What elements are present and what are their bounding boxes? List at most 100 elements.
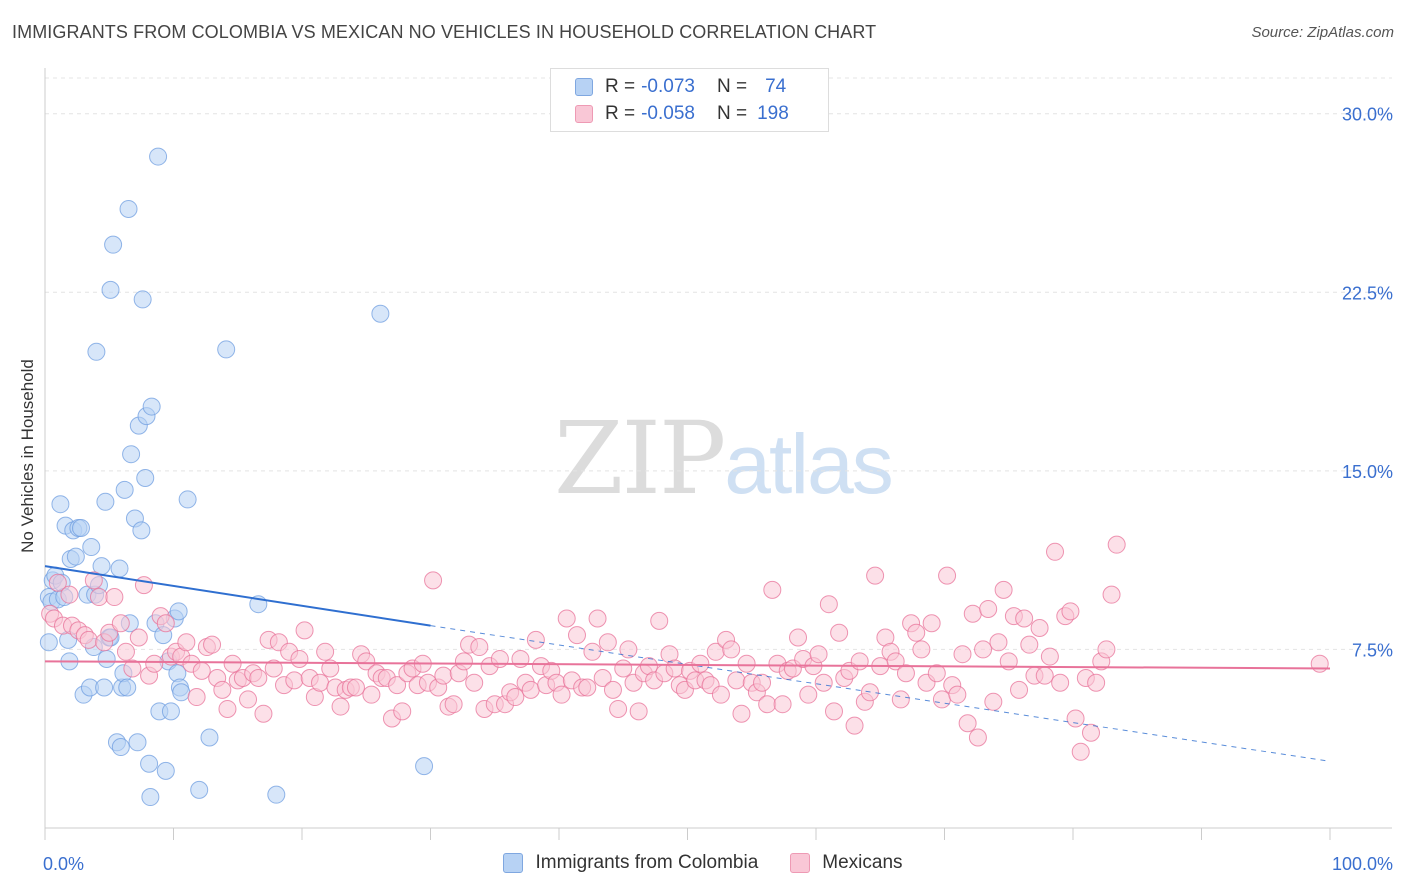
- colombia-point: [371, 304, 390, 323]
- legend-swatch-colombia: [575, 78, 593, 96]
- mexicans-point: [974, 640, 993, 659]
- mexicans-point: [254, 704, 273, 723]
- watermark: ZIPatlas: [554, 400, 894, 517]
- series-legend: Immigrants from Colombia Mexicans: [0, 852, 1406, 874]
- colombia-point: [142, 397, 161, 416]
- colombia-point: [39, 633, 58, 652]
- mexicans-point: [1046, 542, 1065, 561]
- colombia-point: [96, 492, 115, 511]
- mexicans-point: [619, 640, 638, 659]
- mexicans-point: [722, 640, 741, 659]
- mexicans-point: [203, 635, 222, 654]
- mexicans-point: [490, 649, 509, 668]
- mexicans-point: [953, 645, 972, 664]
- colombia-point: [97, 649, 116, 668]
- mexicans-point: [1066, 709, 1085, 728]
- legend-swatch-mexicans: [790, 853, 811, 873]
- mexicans-point: [789, 628, 808, 647]
- y-tick-label: 15.0%: [1342, 462, 1393, 482]
- colombia-point: [415, 757, 434, 776]
- mexicans-point: [598, 633, 617, 652]
- legend-swatch-colombia: [503, 853, 524, 873]
- colombia-point: [149, 147, 168, 166]
- mexicans-point: [948, 685, 967, 704]
- mexicans-point: [824, 702, 843, 721]
- colombia-trendline-extension: [430, 625, 1331, 762]
- y-tick-label: 22.5%: [1342, 283, 1393, 303]
- correlation-legend: R = -0.073 N = 74 R = -0.058 N = 198: [550, 68, 829, 132]
- mexicans-point: [819, 595, 838, 614]
- colombia-point: [140, 754, 159, 773]
- mexicans-point: [213, 680, 232, 699]
- colombia-point: [111, 738, 130, 757]
- colombia-point: [141, 788, 160, 807]
- mexicans-point: [552, 685, 571, 704]
- colombia-point: [87, 342, 106, 361]
- colombia-point: [217, 340, 236, 359]
- mexicans-point: [583, 642, 602, 661]
- colombia-point: [118, 678, 137, 697]
- mexicans-point: [963, 604, 982, 623]
- mexicans-point: [129, 628, 148, 647]
- mexicans-point: [290, 649, 309, 668]
- mexicans-point: [177, 633, 196, 652]
- mexicans-point: [1081, 723, 1100, 742]
- mexicans-point: [1061, 602, 1080, 621]
- source-label: Source: ZipAtlas.com: [1251, 24, 1394, 41]
- mexicans-point: [773, 695, 792, 714]
- mexicans-point: [578, 678, 597, 697]
- mexicans-point: [310, 673, 329, 692]
- mexicans-point: [357, 652, 376, 671]
- mexicans-point: [830, 623, 849, 642]
- colombia-point: [115, 480, 134, 499]
- mexicans-point: [1030, 619, 1049, 637]
- colombia-point: [190, 780, 209, 799]
- mexicans-point: [665, 659, 684, 678]
- mexicans-point: [994, 580, 1013, 599]
- mexicans-point: [603, 680, 622, 699]
- mexicans-point: [111, 614, 130, 633]
- legend-item-mexicans[interactable]: Mexicans: [790, 852, 903, 874]
- mexicans-point: [1020, 635, 1039, 654]
- mexicans-point: [249, 669, 268, 687]
- legend-item-colombia[interactable]: Immigrants from Colombia: [503, 852, 758, 874]
- legend-n-label: N =: [716, 76, 748, 97]
- mexicans-point: [999, 652, 1018, 671]
- mexicans-point: [444, 695, 463, 714]
- colombia-point: [71, 519, 90, 537]
- mexicans-point: [84, 571, 103, 590]
- mexicans-point: [295, 621, 314, 640]
- mexicans-point: [321, 659, 340, 678]
- mexicans-point: [922, 614, 941, 633]
- mexicans-point: [105, 588, 124, 607]
- mexicans-point: [938, 566, 957, 585]
- mexicans-point: [737, 654, 756, 673]
- y-tick-label: 30.0%: [1342, 105, 1393, 125]
- mexicans-point: [192, 661, 211, 680]
- mexicans-point: [629, 702, 648, 721]
- legend-r-label: R =: [605, 103, 636, 124]
- mexicans-point: [927, 664, 946, 683]
- colombia-point: [82, 538, 101, 557]
- mexicans-point: [614, 659, 633, 678]
- mexicans-point: [814, 673, 833, 692]
- mexicans-point: [758, 695, 777, 714]
- mexicans-point: [753, 673, 772, 692]
- mexicans-point: [346, 678, 365, 697]
- mexicans-point: [932, 690, 951, 709]
- mexicans-point: [187, 688, 206, 707]
- mexicans-point: [521, 680, 540, 699]
- mexicans-point: [89, 588, 108, 607]
- mexicans-point: [958, 714, 977, 733]
- mexicans-point: [100, 623, 119, 642]
- x-tick-label: 100.0%: [1332, 854, 1393, 874]
- legend-r-value: -0.073: [641, 76, 695, 97]
- colombia-point: [119, 199, 138, 218]
- legend-n-label: N =: [716, 103, 748, 124]
- mexicans-point: [1051, 673, 1070, 692]
- watermark-zip: ZIP: [554, 400, 726, 517]
- mexicans-point: [711, 685, 730, 704]
- mexicans-point: [388, 676, 407, 695]
- mexicans-point: [145, 654, 164, 673]
